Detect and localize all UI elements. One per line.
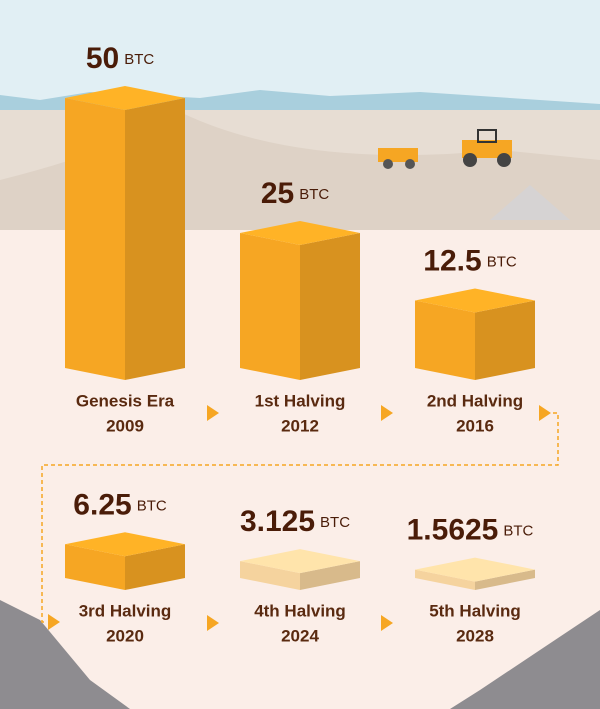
loader xyxy=(462,129,512,167)
bar-side xyxy=(475,569,535,590)
year-label: 2012 xyxy=(281,416,319,435)
unit: BTC xyxy=(299,186,329,203)
value: 50 xyxy=(86,42,119,75)
arrow xyxy=(381,615,393,631)
unit: BTC xyxy=(137,497,167,514)
bar-side xyxy=(475,300,535,380)
value: 6.25 xyxy=(73,488,131,521)
bar-front xyxy=(65,98,125,380)
value-label: 50 BTC xyxy=(86,42,155,75)
arrow xyxy=(207,615,219,631)
bar-front xyxy=(415,569,475,590)
bars: 50 BTC Genesis Era 2009 25 BTC 1st Halving 2012… xyxy=(65,42,535,645)
sand-pile xyxy=(490,185,570,220)
arrow xyxy=(539,405,551,421)
value: 25 xyxy=(261,177,294,210)
bar-front xyxy=(240,561,300,590)
bar-front xyxy=(240,233,300,380)
year-label: 2016 xyxy=(456,416,494,435)
unit: BTC xyxy=(487,253,517,270)
unit: BTC xyxy=(503,523,533,540)
rock-left xyxy=(0,600,130,709)
bar-top xyxy=(65,86,185,110)
value-label: 3.125 BTC xyxy=(240,505,350,538)
value-label: 1.5625 BTC xyxy=(407,513,534,546)
bar-top xyxy=(240,221,360,245)
bar-side xyxy=(300,233,360,380)
bar-side xyxy=(125,98,185,380)
bar-front xyxy=(415,300,475,380)
category-label: 4th Halving xyxy=(254,601,346,620)
bar xyxy=(240,549,360,590)
bar-front xyxy=(65,544,125,590)
bar-top xyxy=(415,557,535,582)
bar xyxy=(65,532,185,590)
unit: BTC xyxy=(320,514,350,531)
bar-top xyxy=(240,549,360,574)
bar xyxy=(65,86,185,380)
bar-side xyxy=(125,544,185,590)
value: 3.125 xyxy=(240,505,315,538)
bar-top xyxy=(415,288,535,313)
rock-right xyxy=(450,610,600,709)
value-label: 25 BTC xyxy=(261,177,330,210)
arrow xyxy=(48,614,60,630)
category-label: 3rd Halving xyxy=(79,601,172,620)
category-label: 1st Halving xyxy=(255,391,346,410)
year-label: 2020 xyxy=(106,626,144,645)
bar xyxy=(415,557,535,590)
unit: BTC xyxy=(124,51,154,68)
value: 12.5 xyxy=(423,244,481,277)
year-label: 2028 xyxy=(456,626,494,645)
value-label: 6.25 BTC xyxy=(73,488,167,521)
bar xyxy=(415,288,535,380)
arrow xyxy=(207,405,219,421)
year-label: 2024 xyxy=(281,626,319,645)
bar-side xyxy=(300,561,360,590)
category-label: Genesis Era xyxy=(76,391,175,410)
connector xyxy=(41,412,559,623)
flow-arrows xyxy=(48,405,551,631)
truck xyxy=(378,148,418,169)
year-label: 2009 xyxy=(106,416,144,435)
bar-top xyxy=(65,532,185,557)
arrow xyxy=(381,405,393,421)
value-label: 12.5 BTC xyxy=(423,244,517,277)
bar xyxy=(240,221,360,380)
category-label: 5th Halving xyxy=(429,601,521,620)
value: 1.5625 xyxy=(407,513,499,546)
category-label: 2nd Halving xyxy=(427,391,523,410)
